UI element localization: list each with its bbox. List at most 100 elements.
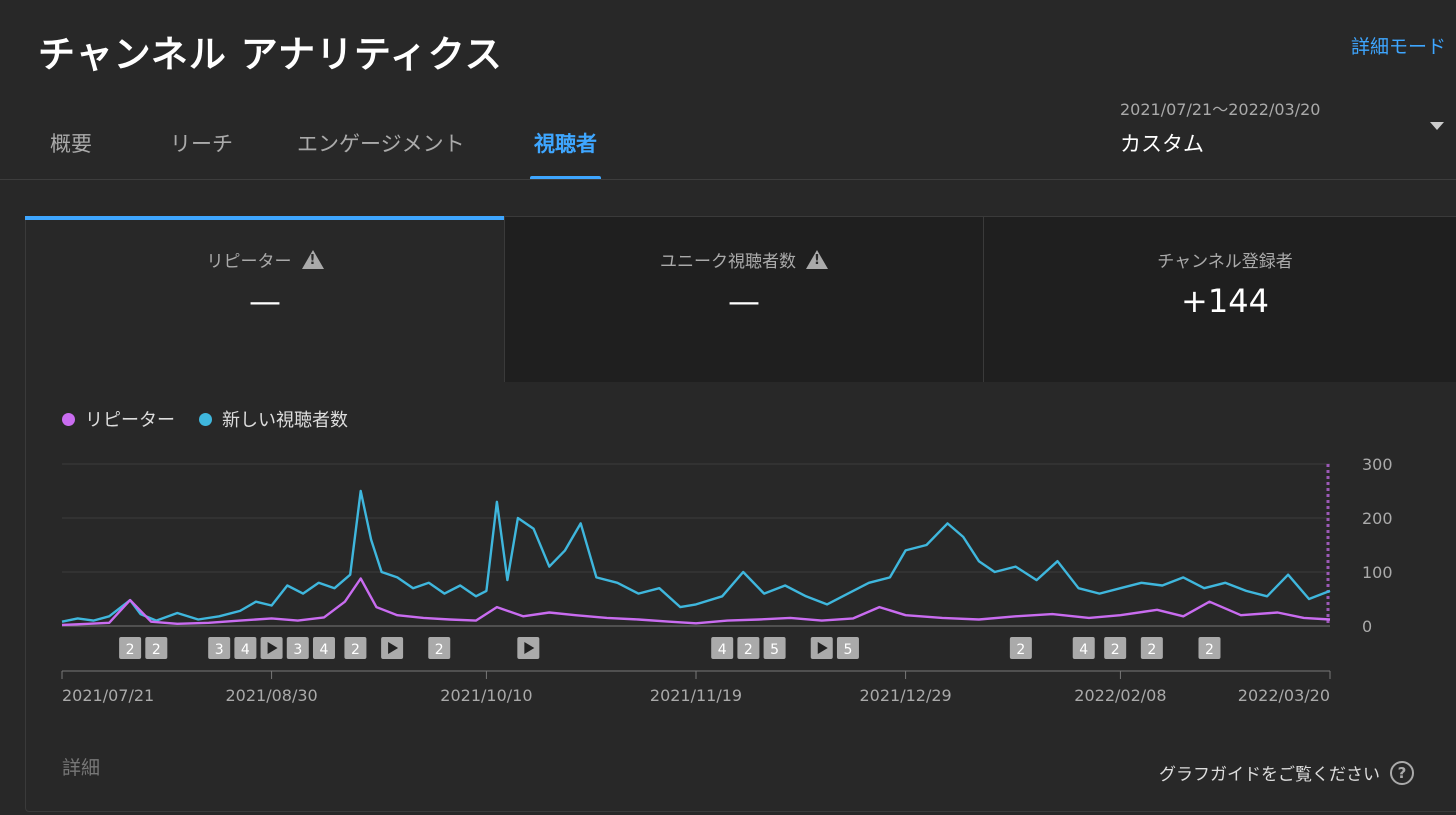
event-marker[interactable]: 2 [737, 637, 760, 659]
metric-label-wrap: リピーター [26, 247, 504, 272]
event-marker-label: 5 [770, 642, 779, 658]
metric-value: — [728, 282, 760, 320]
event-marker-label: 2 [1147, 642, 1156, 658]
event-marker-badge [763, 637, 786, 659]
metric-label-wrap: ユニーク視聴者数 [505, 247, 983, 272]
event-marker-badge [836, 637, 859, 659]
event-marker[interactable] [260, 637, 283, 659]
event-marker[interactable]: 4 [234, 637, 257, 659]
event-marker-badge [1140, 637, 1163, 659]
tab-overview[interactable]: 概要 [50, 132, 92, 156]
legend-label: リピーター [85, 410, 175, 431]
audience-line-chart: 0 100 200 300 2 2 3 4 3 4 2 2 4 2 5 5 2 4 2 2 2 2021/07/21 202… [61, 455, 1393, 705]
tab-engagement[interactable]: エンゲージメント [297, 132, 465, 156]
event-marker-badge [344, 637, 367, 659]
event-marker-badge [737, 637, 760, 659]
event-marker[interactable]: 2 [145, 637, 168, 659]
event-marker[interactable]: 5 [836, 637, 859, 659]
y-tick-label: 100 [1362, 563, 1393, 582]
date-range-text: 2021/07/21〜2022/03/20 [1120, 100, 1321, 119]
analytics-panel: リピーター — ユニーク視聴者数 — チャンネル登録者 +144 [25, 216, 1456, 812]
x-tick-label: 2021/07/21 [62, 686, 154, 705]
metric-label-wrap: チャンネル登録者 [984, 247, 1456, 272]
event-marker[interactable]: 4 [1072, 637, 1095, 659]
page-title: チャンネル アナリティクス [38, 33, 503, 76]
event-marker-label: 2 [1111, 642, 1120, 658]
x-tick-label: 2021/08/30 [225, 686, 317, 705]
chart-legend: リピーター 新しい視聴者数 [62, 406, 348, 432]
event-marker[interactable]: 2 [1104, 637, 1127, 659]
series-line [61, 577, 1331, 627]
graph-guide-link[interactable]: グラフガイドをご覧ください ? [1159, 760, 1414, 785]
event-marker[interactable]: 2 [1140, 637, 1163, 659]
event-marker-badge [1198, 637, 1221, 659]
event-marker-label: 2 [744, 642, 753, 658]
x-tick-label: 2022/02/08 [1074, 686, 1166, 705]
event-marker-label: 2 [1016, 642, 1025, 658]
event-marker[interactable]: 2 [1198, 637, 1221, 659]
metric-card-returning-viewers[interactable]: リピーター — [25, 216, 504, 382]
play-icon [524, 642, 535, 654]
event-marker[interactable]: 4 [312, 637, 335, 659]
tab-reach[interactable]: リーチ [170, 132, 233, 156]
tab-bar: 概要 リーチ エンゲージメント 視聴者 [0, 100, 1456, 180]
legend-item-new[interactable]: 新しい視聴者数 [199, 406, 348, 432]
event-marker[interactable]: 2 [344, 637, 367, 659]
event-marker-label: 3 [293, 642, 302, 658]
header-divider [0, 179, 1456, 180]
event-marker[interactable]: 2 [428, 637, 451, 659]
event-marker-label: 3 [215, 642, 224, 658]
event-marker[interactable] [381, 637, 404, 659]
x-tick-label: 2021/10/10 [440, 686, 532, 705]
event-marker[interactable]: 2 [1009, 637, 1032, 659]
event-marker-badge [428, 637, 451, 659]
event-marker-badge [234, 637, 257, 659]
metric-card-subscribers[interactable]: チャンネル登録者 +144 [983, 217, 1456, 382]
legend-dot-icon [199, 412, 212, 426]
legend-label: 新しい視聴者数 [222, 410, 348, 431]
event-marker[interactable]: 3 [286, 637, 309, 659]
event-marker[interactable] [810, 637, 833, 659]
event-marker[interactable]: 4 [711, 637, 734, 659]
y-tick-label: 200 [1362, 509, 1393, 528]
event-marker[interactable]: 2 [119, 637, 142, 659]
warning-icon [806, 250, 828, 269]
play-icon [388, 642, 399, 654]
event-marker[interactable] [517, 637, 540, 659]
y-tick-label: 0 [1362, 617, 1372, 636]
event-marker-label: 2 [1205, 642, 1214, 658]
event-marker-badge [312, 637, 335, 659]
x-tick-label: 2021/11/19 [650, 686, 742, 705]
warning-icon [301, 250, 324, 269]
event-marker-label: 4 [320, 642, 329, 658]
caret-down-icon [1430, 122, 1444, 130]
date-range-label: カスタム [1120, 132, 1204, 156]
help-icon: ? [1390, 760, 1414, 785]
legend-item-returning[interactable]: リピーター [62, 406, 175, 432]
metric-label: ユニーク視聴者数 [660, 252, 796, 272]
event-marker-label: 4 [718, 642, 727, 658]
metric-card-unique-viewers[interactable]: ユニーク視聴者数 — [504, 217, 983, 382]
x-tick-label: 2022/03/20 [1238, 686, 1330, 705]
y-tick-label: 300 [1362, 455, 1393, 474]
event-marker-badge [286, 637, 309, 659]
event-marker-label: 2 [126, 642, 135, 658]
metric-label: リピーター [206, 252, 292, 272]
event-marker-label: 2 [435, 642, 444, 658]
metric-value: +144 [1181, 282, 1269, 320]
play-icon [817, 642, 828, 654]
event-marker[interactable]: 5 [763, 637, 786, 659]
event-marker-label: 2 [152, 642, 161, 658]
metric-label: チャンネル登録者 [1157, 252, 1293, 272]
event-marker[interactable]: 3 [208, 637, 231, 659]
play-icon [267, 642, 278, 654]
detail-link[interactable]: 詳細 [62, 757, 101, 779]
advanced-mode-link[interactable]: 詳細モード [1350, 36, 1446, 58]
graph-guide-text: グラフガイドをご覧ください [1159, 765, 1380, 785]
tab-audience[interactable]: 視聴者 [530, 128, 601, 180]
event-marker-badge [145, 637, 168, 659]
event-marker-label: 4 [1079, 642, 1088, 658]
event-marker-badge [711, 637, 734, 659]
date-range-picker[interactable]: 2021/07/21〜2022/03/20 カスタム [1120, 96, 1456, 160]
event-marker-badge [119, 637, 142, 659]
